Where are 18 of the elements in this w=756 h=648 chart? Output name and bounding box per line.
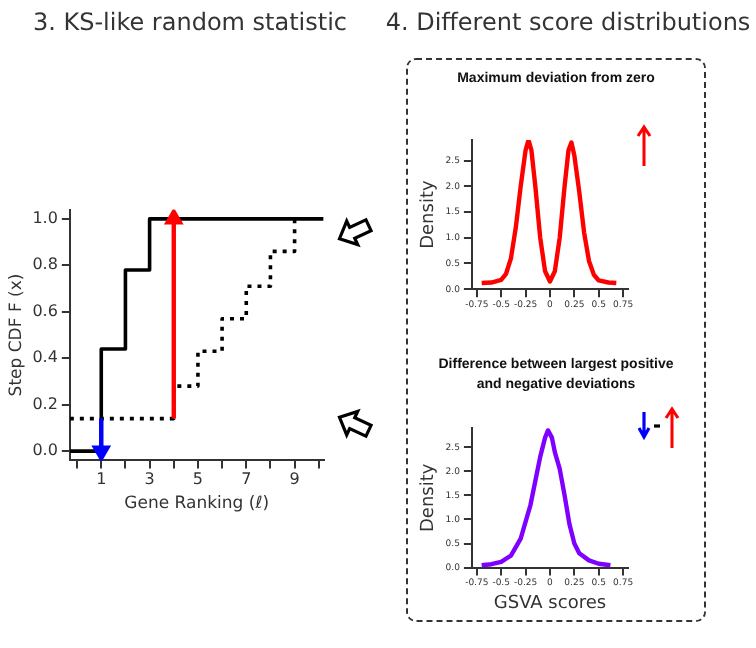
x-axis-title: Gene Ranking (ℓ) bbox=[124, 494, 270, 515]
y-axis-title: Density bbox=[419, 462, 440, 533]
y-tick-label: 0.8 bbox=[32, 255, 58, 274]
chart-title: 4. Different score distributions bbox=[383, 8, 753, 36]
x-tick-label: 7 bbox=[241, 470, 252, 489]
x-tick-label: 3 bbox=[144, 470, 155, 489]
y-tick-label: 0.6 bbox=[32, 301, 58, 320]
x-tick-label: 1 bbox=[96, 470, 107, 489]
y-tick-label: 0.4 bbox=[32, 348, 58, 367]
y-tick-label: 0.2 bbox=[32, 394, 58, 413]
x-tick-label: 5 bbox=[192, 470, 204, 489]
y-tick-label: 0.0 bbox=[32, 441, 58, 460]
y-axis-title: Density bbox=[419, 179, 440, 249]
y-axis-title: Step CDF F (x) bbox=[6, 273, 27, 397]
chart-title: 3. KS-like random statistic bbox=[30, 8, 350, 36]
x-tick-label: 9 bbox=[289, 470, 300, 489]
y-tick-label: 1.0 bbox=[32, 209, 58, 228]
x-axis-title: GSVA scores bbox=[493, 593, 607, 614]
